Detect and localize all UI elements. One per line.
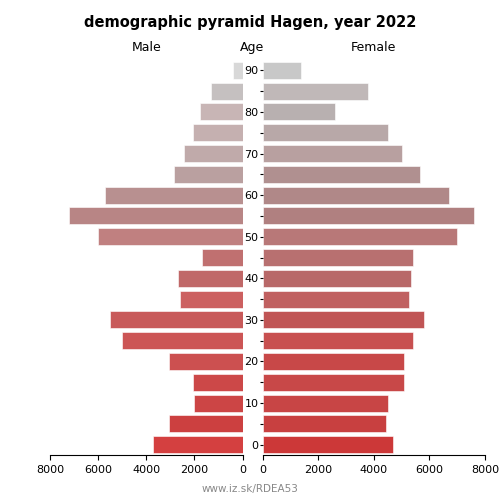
Bar	[262, 82, 368, 100]
Bar	[262, 249, 412, 266]
Bar	[193, 124, 242, 142]
Bar	[262, 145, 402, 162]
Bar	[262, 104, 335, 120]
Bar	[262, 124, 388, 142]
Bar	[154, 436, 242, 453]
Text: Female: Female	[351, 41, 397, 54]
Bar	[262, 186, 449, 204]
Bar	[234, 62, 242, 79]
Text: demographic pyramid Hagen, year 2022: demographic pyramid Hagen, year 2022	[84, 15, 416, 30]
Bar	[211, 82, 242, 100]
Bar	[262, 270, 412, 287]
Bar	[262, 436, 393, 453]
Text: Age: Age	[240, 41, 264, 54]
Text: Male: Male	[132, 41, 161, 54]
Bar	[184, 145, 242, 162]
Bar	[180, 290, 242, 308]
Bar	[262, 290, 408, 308]
Bar	[122, 332, 242, 349]
Bar	[200, 104, 242, 120]
Bar	[262, 353, 404, 370]
Bar	[262, 62, 302, 79]
Bar	[262, 394, 388, 411]
Bar	[174, 166, 242, 183]
Bar	[178, 270, 242, 287]
Bar	[193, 374, 242, 391]
Bar	[169, 353, 242, 370]
Bar	[262, 416, 386, 432]
Bar	[262, 332, 412, 349]
Bar	[262, 312, 424, 328]
Bar	[262, 208, 474, 224]
Text: www.iz.sk/RDEA53: www.iz.sk/RDEA53	[202, 484, 298, 494]
Bar	[98, 228, 242, 245]
Bar	[202, 249, 242, 266]
Bar	[262, 228, 457, 245]
Bar	[194, 394, 242, 411]
Bar	[110, 312, 242, 328]
Bar	[69, 208, 242, 224]
Bar	[169, 416, 242, 432]
Bar	[262, 166, 420, 183]
Bar	[106, 186, 242, 204]
Bar	[262, 374, 404, 391]
